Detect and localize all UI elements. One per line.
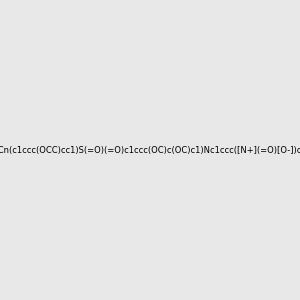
Text: O=C(Cn(c1ccc(OCC)cc1)S(=O)(=O)c1ccc(OC)c(OC)c1)Nc1ccc([N+](=O)[O-])cc1OC: O=C(Cn(c1ccc(OCC)cc1)S(=O)(=O)c1ccc(OC)c… <box>0 146 300 154</box>
